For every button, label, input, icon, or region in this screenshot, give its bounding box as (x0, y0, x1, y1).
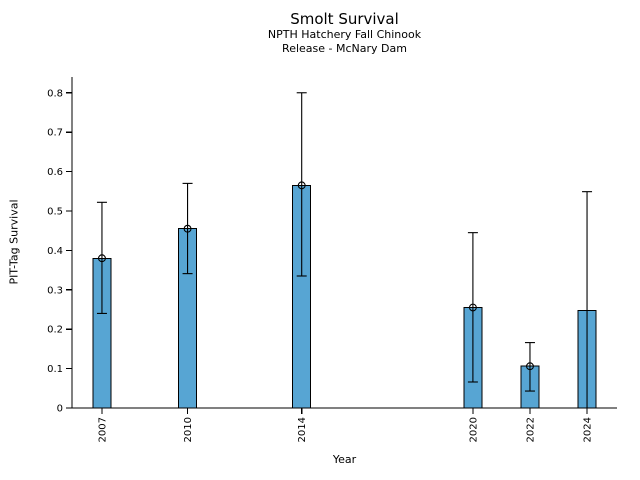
point-marker-2014 (297, 181, 306, 190)
chart-subtitle-line2: Release - McNary Dam (282, 42, 407, 55)
x-tick-label: 2007 (97, 417, 108, 442)
x-axis-label: Year (332, 453, 357, 466)
title-block: Smolt Survival NPTH Hatchery Fall Chinoo… (72, 10, 617, 56)
y-tick-label: 0.3 (47, 285, 63, 296)
x-tick-label: 2014 (297, 417, 308, 442)
point-marker-2010 (183, 224, 192, 233)
y-tick-label: 0.2 (47, 325, 63, 336)
y-tick-label: 0.4 (47, 246, 63, 257)
y-tick-label: 0.1 (47, 364, 63, 375)
y-tick-label: 0 (57, 404, 63, 415)
point-marker-2007 (98, 254, 106, 263)
x-tick-label: 2020 (468, 417, 479, 442)
x-tick-label: 2024 (583, 417, 594, 442)
y-tick-label: 0.6 (47, 167, 63, 178)
x-tick-label: 2010 (183, 417, 194, 442)
chart-title: Smolt Survival (290, 10, 399, 28)
point-marker-2022 (526, 362, 534, 371)
x-tick-label: 2022 (525, 417, 536, 442)
y-tick-label: 0.5 (47, 206, 63, 217)
point-marker-2020 (468, 303, 477, 312)
y-tick-label: 0.7 (47, 128, 63, 139)
y-tick-label: 0.8 (47, 88, 63, 99)
y-axis-label: PIT-Tag Survival (7, 199, 21, 285)
chart-subtitle-line1: NPTH Hatchery Fall Chinook (267, 28, 422, 41)
